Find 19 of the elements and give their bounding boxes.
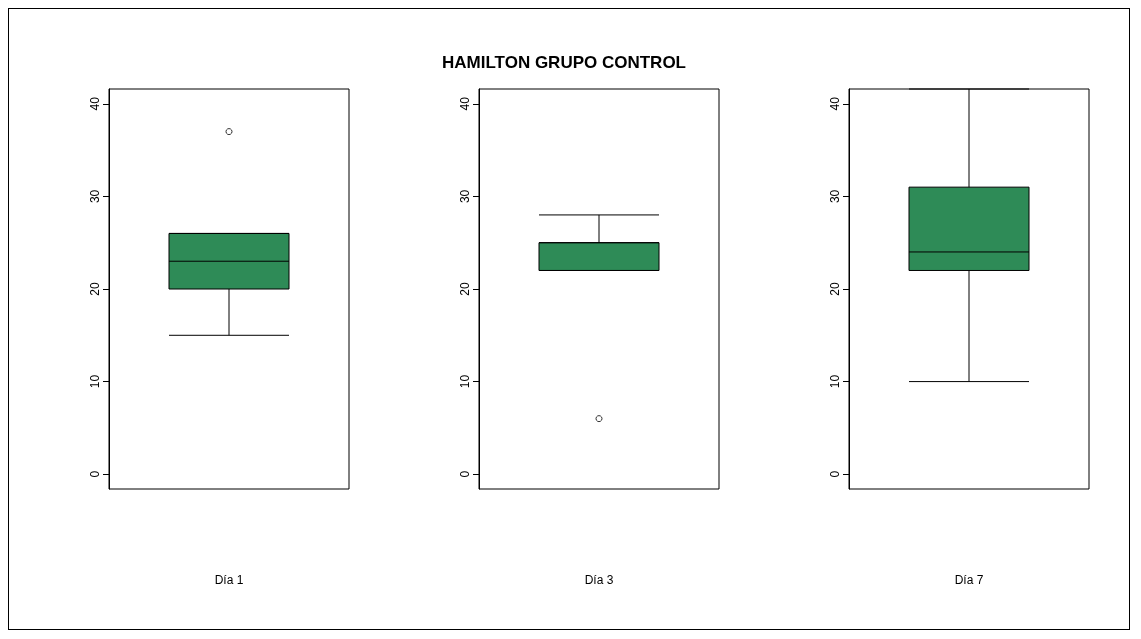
y-tick-label: 20 bbox=[88, 282, 102, 296]
y-tick-label: 20 bbox=[828, 282, 842, 296]
y-tick-label: 30 bbox=[88, 189, 102, 204]
chart-title: HAMILTON GRUPO CONTROL bbox=[442, 53, 686, 72]
y-tick-label: 30 bbox=[458, 189, 472, 204]
x-axis-title: Día 7 bbox=[954, 573, 984, 587]
y-tick-label: 40 bbox=[88, 96, 102, 111]
y-tick-label: 40 bbox=[458, 96, 472, 111]
y-tick-label: 0 bbox=[458, 470, 472, 478]
y-tick-label: 10 bbox=[458, 374, 472, 389]
y-tick-label: 0 bbox=[88, 470, 102, 478]
x-axis-title: Día 3 bbox=[584, 573, 614, 587]
y-tick-label: 30 bbox=[828, 189, 842, 204]
x-axis-title: Día 1 bbox=[214, 573, 244, 587]
y-tick-label: 10 bbox=[828, 374, 842, 389]
y-tick-label: 40 bbox=[828, 96, 842, 111]
y-tick-label: 20 bbox=[458, 282, 472, 296]
y-tick-label: 0 bbox=[828, 470, 842, 478]
y-tick-label: 10 bbox=[88, 374, 102, 389]
